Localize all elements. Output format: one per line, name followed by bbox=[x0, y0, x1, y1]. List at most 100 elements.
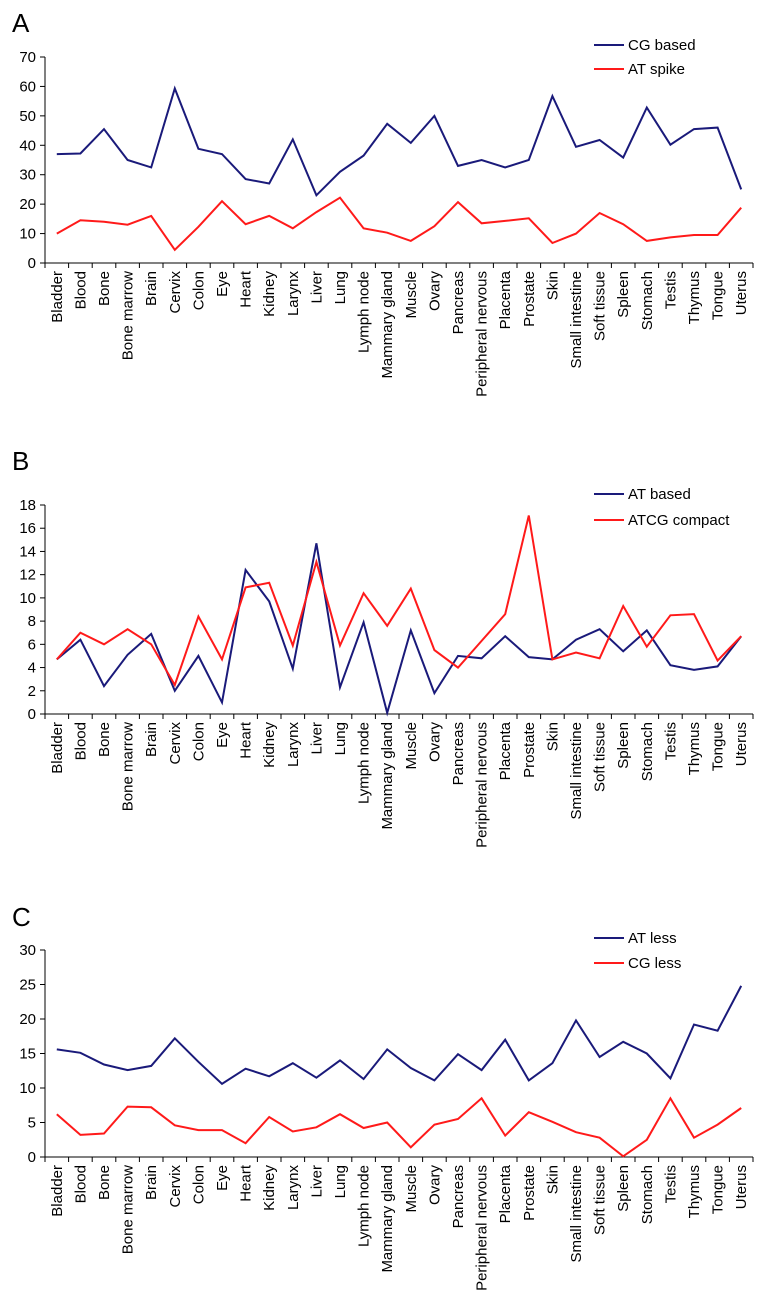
y-tick-label: 25 bbox=[19, 977, 36, 994]
x-tick-label: Muscle bbox=[403, 271, 420, 319]
x-tick-label: Eye bbox=[214, 722, 231, 748]
y-tick-label: 50 bbox=[19, 108, 36, 125]
x-tick-label: Lung bbox=[332, 722, 349, 755]
y-tick-label: 30 bbox=[19, 942, 36, 959]
x-tick-label: Placenta bbox=[497, 721, 514, 780]
series-line-blue bbox=[56, 543, 742, 717]
x-tick-label: Blood bbox=[72, 1165, 89, 1203]
legend-label: CG based bbox=[628, 37, 696, 54]
x-tick-label: Pancreas bbox=[450, 1165, 467, 1228]
x-tick-label: Bone marrow bbox=[120, 1165, 137, 1254]
x-tick-label: Thymus bbox=[686, 1165, 703, 1218]
x-tick-label: Bone bbox=[96, 271, 113, 306]
x-tick-label: Skin bbox=[544, 1165, 561, 1194]
x-tick-label: Small intestine bbox=[568, 1165, 585, 1263]
x-tick-label: Ovary bbox=[426, 1165, 443, 1206]
x-tick-label: Testis bbox=[662, 1165, 679, 1203]
x-tick-label: Soft tissue bbox=[592, 1165, 609, 1235]
x-tick-label: Pancreas bbox=[450, 722, 467, 785]
y-tick-label: 60 bbox=[19, 78, 36, 95]
y-tick-label: 0 bbox=[28, 255, 36, 272]
x-tick-label: Eye bbox=[214, 1165, 231, 1191]
x-tick-label: Liver bbox=[308, 271, 325, 304]
x-tick-label: Muscle bbox=[403, 722, 420, 770]
x-tick-label: Thymus bbox=[686, 271, 703, 324]
x-tick-label: Tongue bbox=[710, 271, 727, 320]
x-tick-label: Spleen bbox=[615, 271, 632, 318]
x-tick-label: Larynx bbox=[285, 1165, 302, 1211]
y-tick-label: 40 bbox=[19, 137, 36, 154]
y-tick-label: 30 bbox=[19, 167, 36, 184]
x-tick-label: Lymph node bbox=[356, 1165, 373, 1247]
y-tick-label: 18 bbox=[19, 497, 36, 514]
y-tick-label: 0 bbox=[28, 706, 36, 723]
x-tick-label: Larynx bbox=[285, 722, 302, 768]
panel-label-c: C bbox=[12, 902, 31, 932]
y-tick-label: 12 bbox=[19, 567, 36, 584]
x-tick-label: Spleen bbox=[615, 722, 632, 769]
y-tick-label: 5 bbox=[28, 1115, 36, 1132]
series-line-red bbox=[56, 515, 742, 688]
x-tick-label: Kidney bbox=[261, 722, 278, 768]
x-tick-label: Bone bbox=[96, 722, 113, 757]
x-tick-label: Lymph node bbox=[356, 271, 373, 353]
y-tick-label: 20 bbox=[19, 196, 36, 213]
x-tick-label: Placenta bbox=[497, 270, 514, 329]
series-line-blue bbox=[56, 85, 743, 198]
x-tick-label: Ovary bbox=[426, 722, 443, 763]
x-tick-label: Mammary gland bbox=[379, 271, 396, 379]
x-tick-label: Cervix bbox=[167, 271, 184, 314]
y-tick-label: 10 bbox=[19, 226, 36, 243]
x-tick-label: Heart bbox=[238, 1164, 255, 1202]
x-tick-label: Heart bbox=[238, 270, 255, 308]
x-tick-label: Small intestine bbox=[568, 722, 585, 820]
x-tick-label: Prostate bbox=[521, 271, 538, 327]
x-tick-label: Thymus bbox=[686, 722, 703, 775]
y-tick-label: 14 bbox=[19, 543, 36, 560]
y-tick-label: 0 bbox=[28, 1149, 36, 1166]
x-tick-label: Heart bbox=[238, 721, 255, 759]
y-tick-label: 10 bbox=[19, 590, 36, 607]
x-tick-label: Lung bbox=[332, 271, 349, 304]
x-tick-label: Bone marrow bbox=[120, 271, 137, 360]
x-tick-label: Spleen bbox=[615, 1165, 632, 1212]
x-tick-label: Mammary gland bbox=[379, 1165, 396, 1273]
x-tick-label: Larynx bbox=[285, 271, 302, 317]
y-tick-label: 2 bbox=[28, 683, 36, 700]
x-tick-label: Muscle bbox=[403, 1165, 420, 1213]
x-tick-label: Brain bbox=[143, 722, 160, 757]
x-tick-label: Liver bbox=[308, 722, 325, 755]
x-tick-label: Tongue bbox=[710, 722, 727, 771]
x-tick-label: Uterus bbox=[733, 271, 750, 315]
legend-label: CG less bbox=[628, 955, 681, 972]
series-line-blue bbox=[56, 985, 743, 1086]
x-tick-label: Colon bbox=[190, 722, 207, 761]
x-tick-label: Cervix bbox=[167, 1165, 184, 1208]
x-tick-label: Skin bbox=[544, 271, 561, 300]
y-tick-label: 15 bbox=[19, 1046, 36, 1063]
x-tick-label: Small intestine bbox=[568, 271, 585, 369]
x-tick-label: Colon bbox=[190, 1165, 207, 1204]
x-tick-label: Liver bbox=[308, 1165, 325, 1198]
y-tick-label: 16 bbox=[19, 520, 36, 537]
panel-label-b: B bbox=[12, 446, 30, 476]
x-tick-label: Soft tissue bbox=[592, 271, 609, 341]
x-tick-label: Brain bbox=[143, 271, 160, 306]
y-tick-label: 8 bbox=[28, 613, 36, 630]
x-tick-label: Kidney bbox=[261, 1165, 278, 1211]
y-tick-label: 4 bbox=[28, 660, 36, 677]
x-tick-label: Testis bbox=[662, 722, 679, 760]
x-tick-label: Bone marrow bbox=[120, 722, 137, 811]
x-tick-label: Ovary bbox=[426, 271, 443, 312]
y-tick-label: 10 bbox=[19, 1080, 36, 1097]
x-tick-label: Colon bbox=[190, 271, 207, 310]
x-tick-label: Uterus bbox=[733, 722, 750, 766]
legend-label: AT less bbox=[628, 930, 677, 947]
legend-label: AT based bbox=[628, 486, 691, 503]
x-tick-label: Lung bbox=[332, 1165, 349, 1198]
y-tick-label: 70 bbox=[19, 49, 36, 66]
x-tick-label: Prostate bbox=[521, 1165, 538, 1221]
